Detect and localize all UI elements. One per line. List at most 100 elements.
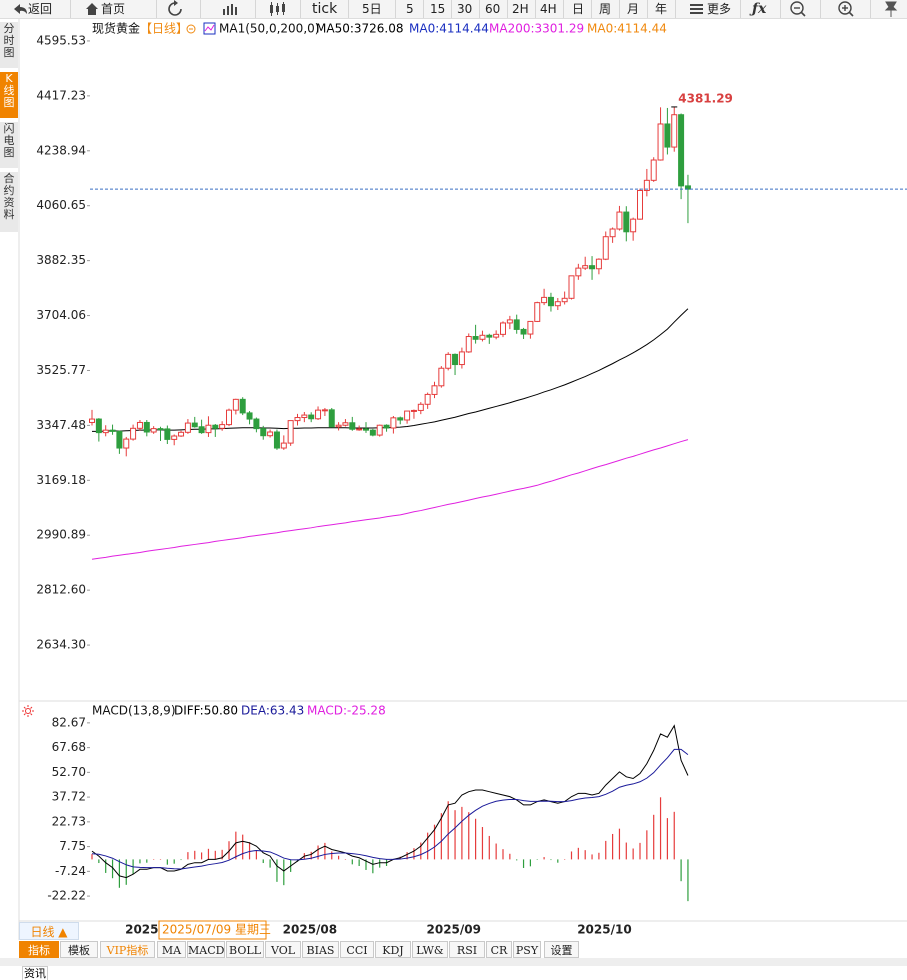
x-tick-label: 2025/08 (283, 923, 337, 937)
toolbar-separator (255, 0, 256, 18)
indicator-tab[interactable]: BOLL (226, 941, 264, 958)
crosshair-label: 2025/07/09 星期三 (162, 923, 271, 937)
sun-icon (22, 705, 34, 717)
candle-body (650, 159, 657, 181)
toolbar-separator (348, 0, 349, 18)
macd-bar (543, 857, 545, 860)
toolbar-button[interactable]: 周 (599, 2, 612, 16)
toolbar-separator (563, 0, 564, 18)
toolbar-button[interactable]: 4H (540, 2, 557, 16)
macd-bar (591, 854, 593, 860)
candle-body (260, 428, 267, 437)
indicator-tab[interactable]: LW& (412, 941, 448, 958)
toolbar-icons: ƒx (14, 0, 898, 17)
toolbar-button[interactable]: 5日 (362, 2, 382, 16)
toolbar-separator (780, 0, 781, 18)
toolbar-button[interactable]: 5 (406, 2, 414, 16)
ma-line (92, 308, 689, 432)
macd-bar (680, 859, 682, 882)
y-tick-label: 82.67 (52, 715, 86, 729)
footer-tab[interactable]: 资讯 (22, 966, 48, 980)
candle-body (287, 420, 294, 444)
svg-text:ƒx: ƒx (749, 1, 767, 17)
candle-body (273, 431, 280, 449)
y-tick-label: 4238.94 (36, 143, 86, 157)
toolbar-separator (647, 0, 648, 18)
indicator-tab[interactable]: VIP指标 (100, 941, 155, 958)
indicator-tab[interactable]: 指标 (19, 941, 59, 958)
sidebar-tab[interactable]: 闪电图 (0, 122, 18, 168)
indicator-tab[interactable]: KDJ (375, 941, 411, 958)
indicator-tab[interactable]: MA (157, 941, 186, 958)
candle-body (205, 424, 212, 434)
candle-body (130, 427, 137, 440)
toolbar-button[interactable]: 年 (655, 2, 668, 16)
candle-body (363, 428, 369, 431)
indicator-tab[interactable]: CR (486, 941, 512, 958)
macd-bar (406, 852, 408, 860)
macd-bar (358, 859, 360, 866)
indicator-tab[interactable]: BIAS (302, 941, 339, 958)
candle-body (458, 351, 465, 366)
indicator-tab[interactable]: RSI (449, 941, 485, 958)
legend-entry: MA0:4114.44 (587, 22, 667, 36)
toolbar-button[interactable]: 60 (485, 2, 501, 16)
toolbar-button[interactable]: tick (312, 1, 338, 17)
indicator-tab[interactable]: MACD (187, 941, 225, 958)
macd-bar (125, 859, 127, 885)
candle-body (595, 258, 602, 270)
sidebar-tab[interactable]: 分时图 (0, 22, 18, 68)
toolbar-button[interactable]: 2H (512, 2, 529, 16)
macd-bar (529, 859, 531, 867)
macd-bar (632, 848, 634, 860)
indicator-tab[interactable]: VOL (265, 941, 301, 958)
toolbar-button[interactable]: 返回 (28, 2, 53, 16)
indicator-tab[interactable]: 设置 (544, 941, 579, 958)
candle-body (116, 430, 123, 449)
candle-body (383, 424, 390, 429)
macd-bar (502, 849, 504, 860)
y-tick-label: 3525.77 (36, 363, 86, 377)
candle-body (397, 417, 404, 421)
indicator-tab[interactable]: PSY (513, 941, 541, 958)
candle-body (541, 296, 548, 304)
period-button[interactable]: 日线 ▲ (19, 922, 79, 940)
candle-body (390, 417, 397, 429)
legend-entry: MA50:3726.08 (316, 22, 404, 36)
y-tick-label: 3704.06 (36, 308, 86, 322)
macd-bar (166, 859, 168, 865)
macd-bar (420, 842, 422, 860)
indicator-tab[interactable]: CCI (340, 941, 374, 958)
candle-body (102, 429, 109, 434)
toolbar-separator (479, 0, 480, 18)
legend-entry: MA1(50,0,200,0) (219, 22, 319, 36)
candle-body (424, 393, 431, 405)
macd-bar (262, 859, 264, 864)
toolbar-button[interactable]: 更多 (707, 2, 732, 16)
candle-body (589, 265, 596, 270)
indicator-tab[interactable]: 模板 (60, 941, 98, 958)
y-tick-label: 3169.18 (36, 473, 86, 487)
candle-body (561, 297, 568, 303)
macd-bar (187, 852, 189, 860)
toolbar-button[interactable]: 日 (572, 2, 585, 16)
candle-body (150, 428, 157, 433)
candle-body (294, 417, 301, 422)
candle-body (349, 422, 356, 430)
y-tick-label: 37.72 (52, 790, 86, 804)
toolbar-button[interactable]: 30 (457, 2, 473, 16)
macd-bar (317, 845, 319, 860)
macd-bar (105, 859, 107, 873)
candle-body (109, 429, 116, 432)
toolbar-button[interactable]: 月 (627, 2, 640, 16)
toolbar-button[interactable]: 15 (430, 2, 446, 16)
y-tick-label: 4417.23 (36, 88, 86, 102)
candle-body (534, 302, 541, 322)
macd-bar (475, 818, 477, 860)
macd-bar (570, 851, 573, 860)
sidebar-tab[interactable]: K线图 (0, 72, 18, 118)
indicator-label: MACD(13,8,9) (92, 704, 176, 718)
toolbar-button[interactable]: 首页 (101, 2, 126, 16)
macd-bar (666, 818, 668, 860)
sidebar-tab[interactable]: 合约资料 (0, 172, 18, 232)
